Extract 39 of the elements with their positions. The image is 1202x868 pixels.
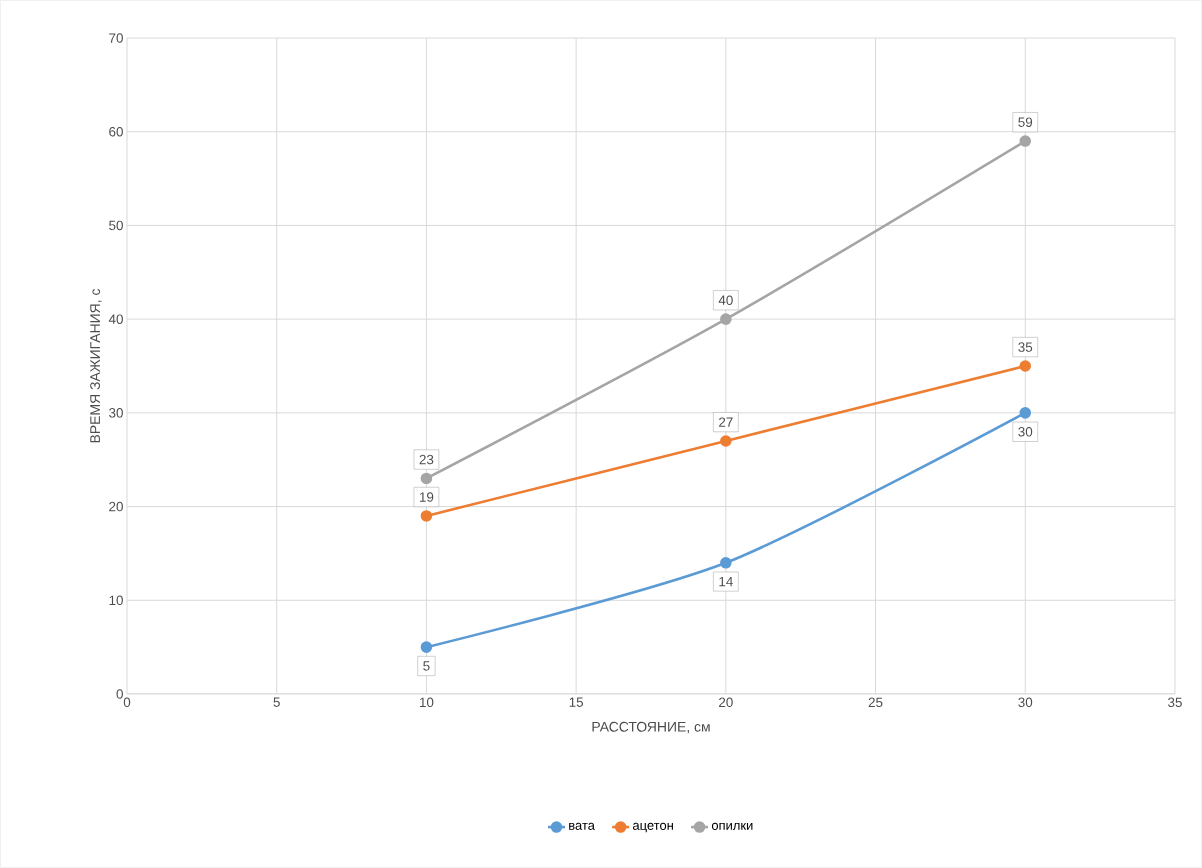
y-tick-label: 0 — [116, 689, 123, 699]
data-label: 27 — [719, 417, 733, 427]
point — [1019, 407, 1032, 419]
data-label: 40 — [718, 295, 733, 305]
y-tick-label: 10 — [109, 595, 123, 606]
x-tick-label: 10 — [419, 697, 434, 708]
data-label: 19 — [419, 492, 434, 502]
point — [420, 472, 433, 485]
x-tick-label: 0 — [123, 697, 131, 708]
legend-label: вата — [569, 822, 595, 830]
legend-label: опилки — [711, 822, 753, 830]
y-tick-label: 60 — [109, 126, 123, 137]
data-label: 59 — [1018, 117, 1033, 127]
point — [420, 510, 433, 522]
point — [420, 641, 433, 653]
x-tick-label: 15 — [569, 697, 584, 707]
point — [720, 435, 732, 447]
point — [720, 313, 732, 325]
y-tick-label: 30 — [109, 408, 123, 418]
x-tick-label: 30 — [1018, 697, 1033, 708]
y-tick-label: 50 — [109, 220, 123, 231]
x-tick-label: 20 — [719, 697, 733, 708]
legend-label: ацетон — [633, 822, 673, 833]
x-axis-title: РАССТОЯНИЕ, см — [592, 721, 710, 734]
data-label: 23 — [419, 454, 434, 465]
point — [1019, 360, 1032, 372]
point — [1019, 135, 1032, 147]
data-label: 35 — [1018, 342, 1033, 352]
y-tick-label: 70 — [109, 33, 123, 43]
y-axis-title: ВРЕМЯ ЗАЖИГАНИЯ, с — [90, 288, 102, 443]
data-label: 5 — [423, 661, 430, 671]
x-tick-label: 25 — [868, 697, 883, 708]
data-label: 14 — [719, 576, 733, 587]
data-label: 30 — [1018, 427, 1033, 437]
y-tick-label: 20 — [109, 501, 123, 512]
y-tick-label: 40 — [108, 314, 123, 324]
x-tick-label: 35 — [1168, 697, 1182, 708]
point — [720, 557, 732, 569]
x-tick-label: 5 — [273, 697, 280, 707]
